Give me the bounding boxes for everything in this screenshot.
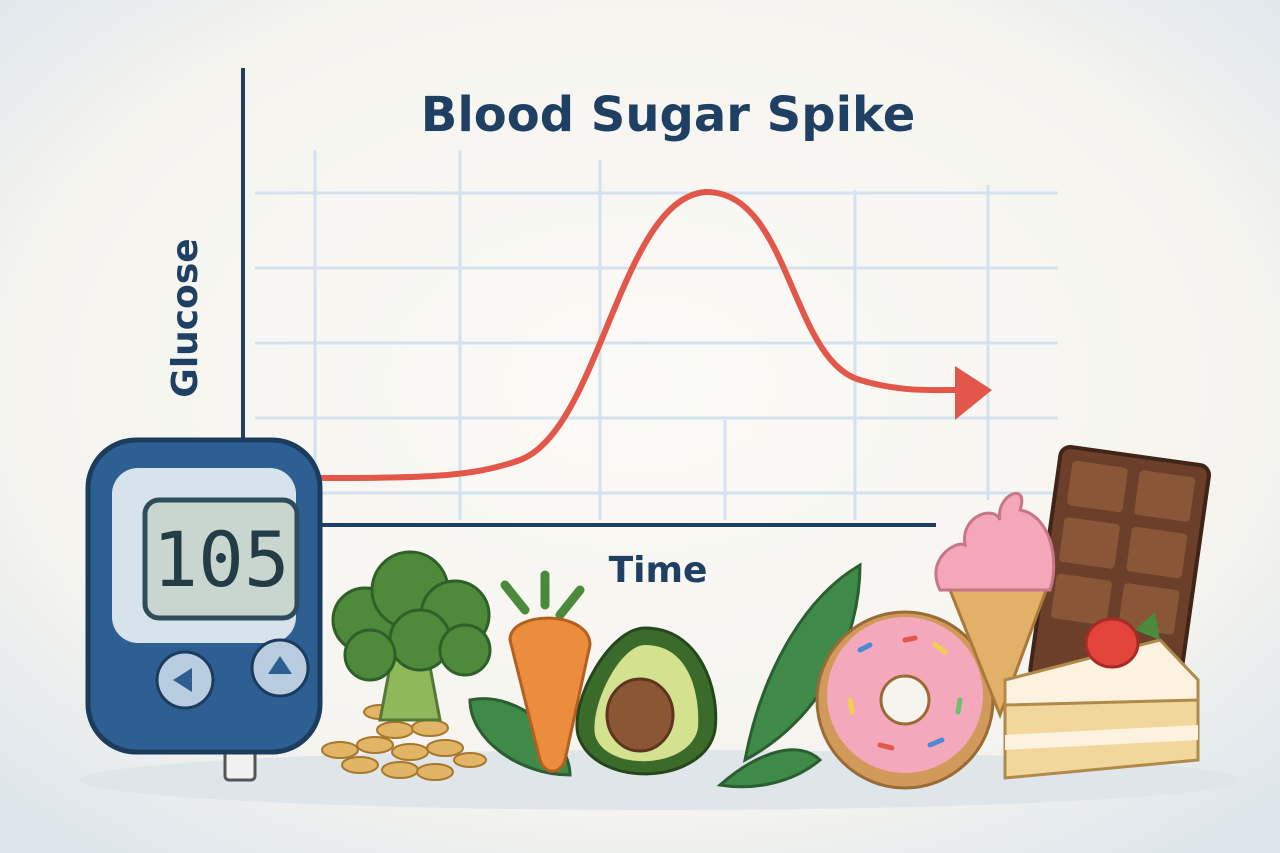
donut-part [879, 674, 931, 726]
meter-reading: 105 [152, 515, 289, 604]
broccoli-part-part [343, 628, 397, 682]
donut-part-part [932, 642, 948, 655]
grains-part [341, 756, 379, 774]
cake-part [1005, 725, 1198, 750]
grains [321, 704, 487, 781]
grid [255, 150, 1058, 520]
chocolate-bar-part-part [1126, 526, 1188, 579]
cake-part [1135, 612, 1160, 640]
donut-part [847, 635, 963, 751]
y-axis-label: Glucose [165, 238, 206, 397]
donut-part-part [902, 635, 918, 643]
x-axis-label: Time [609, 550, 708, 591]
ice-cream [934, 491, 1056, 720]
donut-part-part [857, 642, 873, 653]
broccoli-part [331, 550, 492, 682]
greens-part [742, 562, 862, 763]
greens-part [716, 748, 823, 789]
donut [815, 610, 995, 790]
carrot [500, 570, 592, 773]
donut-part-part [927, 737, 945, 748]
grains-part [411, 719, 449, 737]
chocolate-bar-part-part [1118, 583, 1180, 635]
glucose-curve [297, 188, 963, 481]
grains-part [321, 741, 359, 759]
chocolate-bar-part-part [1134, 470, 1196, 522]
chocolate-bar [1028, 444, 1211, 700]
broccoli-part-part [438, 623, 492, 677]
donut-part-part [877, 742, 895, 751]
chocolate-bar-part [1051, 460, 1196, 635]
glucose-meter-part [142, 497, 300, 621]
avocado-part [605, 677, 675, 753]
grains-part [376, 721, 414, 739]
chocolate-bar-part-part [1067, 460, 1128, 513]
donut-part-part [847, 697, 855, 715]
broccoli [331, 550, 492, 722]
grains-part [426, 739, 464, 757]
glucose-meter-part [173, 668, 192, 692]
cake-part [1084, 617, 1140, 669]
grains-part [356, 736, 394, 754]
grains-part [453, 752, 487, 768]
grains-part [416, 763, 454, 781]
carrot-part [508, 616, 592, 773]
glucose-meter-part [268, 656, 292, 674]
grains-part [381, 761, 419, 779]
carrot-part [500, 570, 585, 620]
title: Blood Sugar Spike [421, 87, 916, 143]
grains-part [391, 743, 429, 761]
cake [1003, 612, 1200, 780]
ice-cream-part [934, 491, 1056, 592]
chocolate-bar-part-part [1051, 573, 1112, 626]
greens [716, 562, 862, 789]
avocado [575, 626, 718, 776]
curve-arrowhead [955, 366, 992, 420]
chocolate-bar-part-part [1059, 517, 1120, 569]
glucose-meter: 105 [85, 437, 323, 782]
donut-part-part [955, 697, 963, 715]
